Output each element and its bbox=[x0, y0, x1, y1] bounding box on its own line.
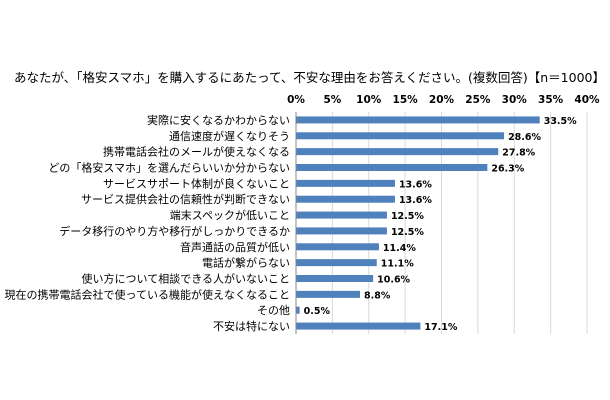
bar bbox=[296, 243, 379, 251]
value-label: 10.6% bbox=[377, 275, 410, 286]
value-label: 0.5% bbox=[304, 306, 331, 317]
category-label: 通信速度が遅くなりそう bbox=[169, 129, 290, 143]
value-label: 8.8% bbox=[364, 290, 391, 301]
x-tick-label: 0% bbox=[287, 94, 305, 106]
bar bbox=[296, 132, 505, 140]
category-label: 音声通話の品質が低い bbox=[180, 240, 290, 254]
category-label: どの「格安スマホ」を選んだらいいか分からない bbox=[48, 161, 290, 175]
x-tick-label: 40% bbox=[574, 94, 600, 106]
x-tick-label: 20% bbox=[429, 94, 455, 106]
bar bbox=[296, 148, 499, 156]
bar bbox=[296, 322, 421, 330]
value-label: 12.5% bbox=[391, 211, 424, 222]
value-labels: 33.5%28.6% 27.8% 26.3% 13.6% 13.6% 12.5% 12.5%… bbox=[304, 116, 578, 333]
x-tick-label: 35% bbox=[538, 94, 564, 106]
value-label: 12.5% bbox=[391, 227, 424, 238]
category-label: 電話が繋がらない bbox=[202, 256, 290, 270]
bar bbox=[296, 290, 361, 298]
x-tick-label: 25% bbox=[465, 94, 491, 106]
bar bbox=[296, 259, 377, 267]
x-tick-label: 30% bbox=[502, 94, 528, 106]
value-label: 27.8% bbox=[502, 148, 535, 159]
category-labels: 実際に安くなるかわからない通信速度が遅くなりそう携帯電話会社のメールが使えなくな… bbox=[5, 113, 290, 333]
category-label: 実際に安くなるかわからない bbox=[147, 113, 290, 127]
x-tick-label: 15% bbox=[393, 94, 419, 106]
category-label: 使い方について相談できる人がいないこと bbox=[82, 272, 290, 286]
bars bbox=[296, 116, 540, 330]
bar bbox=[296, 179, 395, 187]
bar bbox=[296, 306, 300, 314]
category-label: その他 bbox=[257, 304, 290, 317]
value-label: 17.1% bbox=[424, 322, 457, 333]
bar bbox=[296, 227, 387, 235]
bar bbox=[296, 195, 395, 203]
bar bbox=[296, 116, 540, 124]
x-axis-ticks: 0% 5% 10% 15% 20% 25% 30% 35% 40% bbox=[287, 94, 600, 106]
category-label: 端末スペックが低いこと bbox=[170, 208, 290, 222]
x-tick-label: 5% bbox=[323, 94, 341, 106]
value-label: 11.4% bbox=[383, 243, 416, 254]
value-label: 26.3% bbox=[491, 164, 524, 175]
category-label: 現在の携帯電話会社で使っている機能が使えなくなること bbox=[5, 287, 290, 301]
value-label: 13.6% bbox=[399, 195, 432, 206]
category-label: サービス提供会社の信頼性が判断できない bbox=[81, 192, 290, 206]
chart-title: あなたが、「格安スマホ」を購入するにあたって、不安な理由をお答えください。(複数… bbox=[14, 70, 605, 85]
category-label: データ移行のやり方や移行がしっかりできるか bbox=[59, 224, 290, 238]
value-label: 33.5% bbox=[544, 116, 577, 127]
category-label: 不安は特にない bbox=[213, 319, 290, 333]
value-label: 11.1% bbox=[381, 259, 414, 270]
value-label: 28.6% bbox=[508, 132, 541, 143]
bar bbox=[296, 211, 387, 219]
bar bbox=[296, 164, 488, 171]
category-label: 携帯電話会社のメールが使えなくなる bbox=[103, 145, 290, 159]
bar bbox=[296, 275, 374, 282]
value-label: 13.6% bbox=[399, 179, 432, 190]
category-label: サービスサポート体制が良くないこと bbox=[103, 176, 290, 190]
x-tick-label: 10% bbox=[356, 94, 382, 106]
